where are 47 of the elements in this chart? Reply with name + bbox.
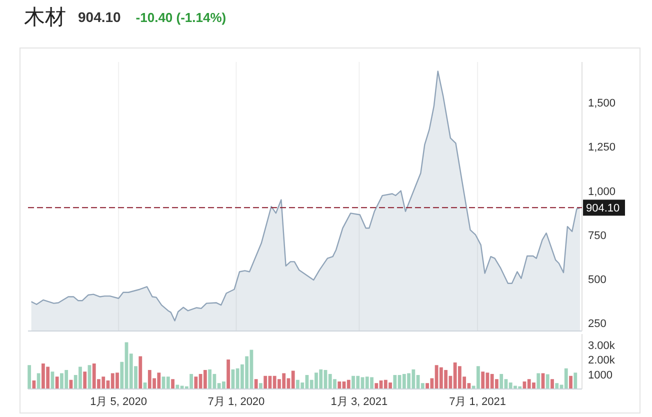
bar [393, 374, 397, 389]
chart-subtitle: 904.10 [78, 9, 122, 25]
y-tick-label: 750 [588, 230, 606, 242]
bar [254, 379, 258, 389]
y-tick-label: 1,500 [588, 98, 616, 110]
bar [374, 383, 378, 389]
y-tick-label: 1,250 [588, 142, 616, 154]
x-tick-label: 7月 1, 2021 [449, 396, 506, 408]
y-tick-label: 3.00k [588, 340, 616, 352]
x-tick-label: 1月 5, 2020 [90, 396, 148, 408]
bar [28, 365, 32, 389]
bar [264, 376, 268, 389]
x-tick-label: 1月 3, 2021 [330, 396, 388, 408]
bar [36, 373, 40, 389]
bar [346, 380, 350, 389]
y-tick-label: 250 [588, 318, 606, 330]
bar [194, 376, 198, 389]
bar [226, 360, 230, 389]
x-tick-label: 7月 1, 2020 [208, 396, 265, 408]
chart-title: 木材 [24, 6, 66, 29]
y-tick-label: 2.00k [588, 354, 616, 367]
bar [481, 372, 485, 389]
bar [555, 383, 559, 389]
bar [500, 374, 504, 389]
bar [574, 372, 578, 389]
y-tick-label: 1,000 [588, 186, 616, 198]
bar [138, 356, 142, 389]
y-tick-label: 500 [588, 274, 606, 286]
bar [171, 379, 174, 389]
bar [291, 370, 295, 389]
bar [338, 381, 342, 389]
bar [32, 380, 36, 389]
bar [166, 376, 170, 389]
bar [569, 376, 572, 389]
bar [55, 376, 59, 389]
bar [546, 374, 550, 389]
bar [222, 381, 226, 389]
text: -10.40 (-1.14%) [136, 10, 226, 25]
bar [536, 373, 540, 389]
y-tick-label: 1000 [588, 369, 612, 382]
ref-line-label: 904.10 [586, 202, 620, 215]
bar [550, 379, 554, 389]
bar [83, 372, 87, 389]
bar [176, 384, 180, 389]
bar [203, 370, 207, 389]
bar [259, 383, 262, 389]
bar [564, 368, 568, 389]
